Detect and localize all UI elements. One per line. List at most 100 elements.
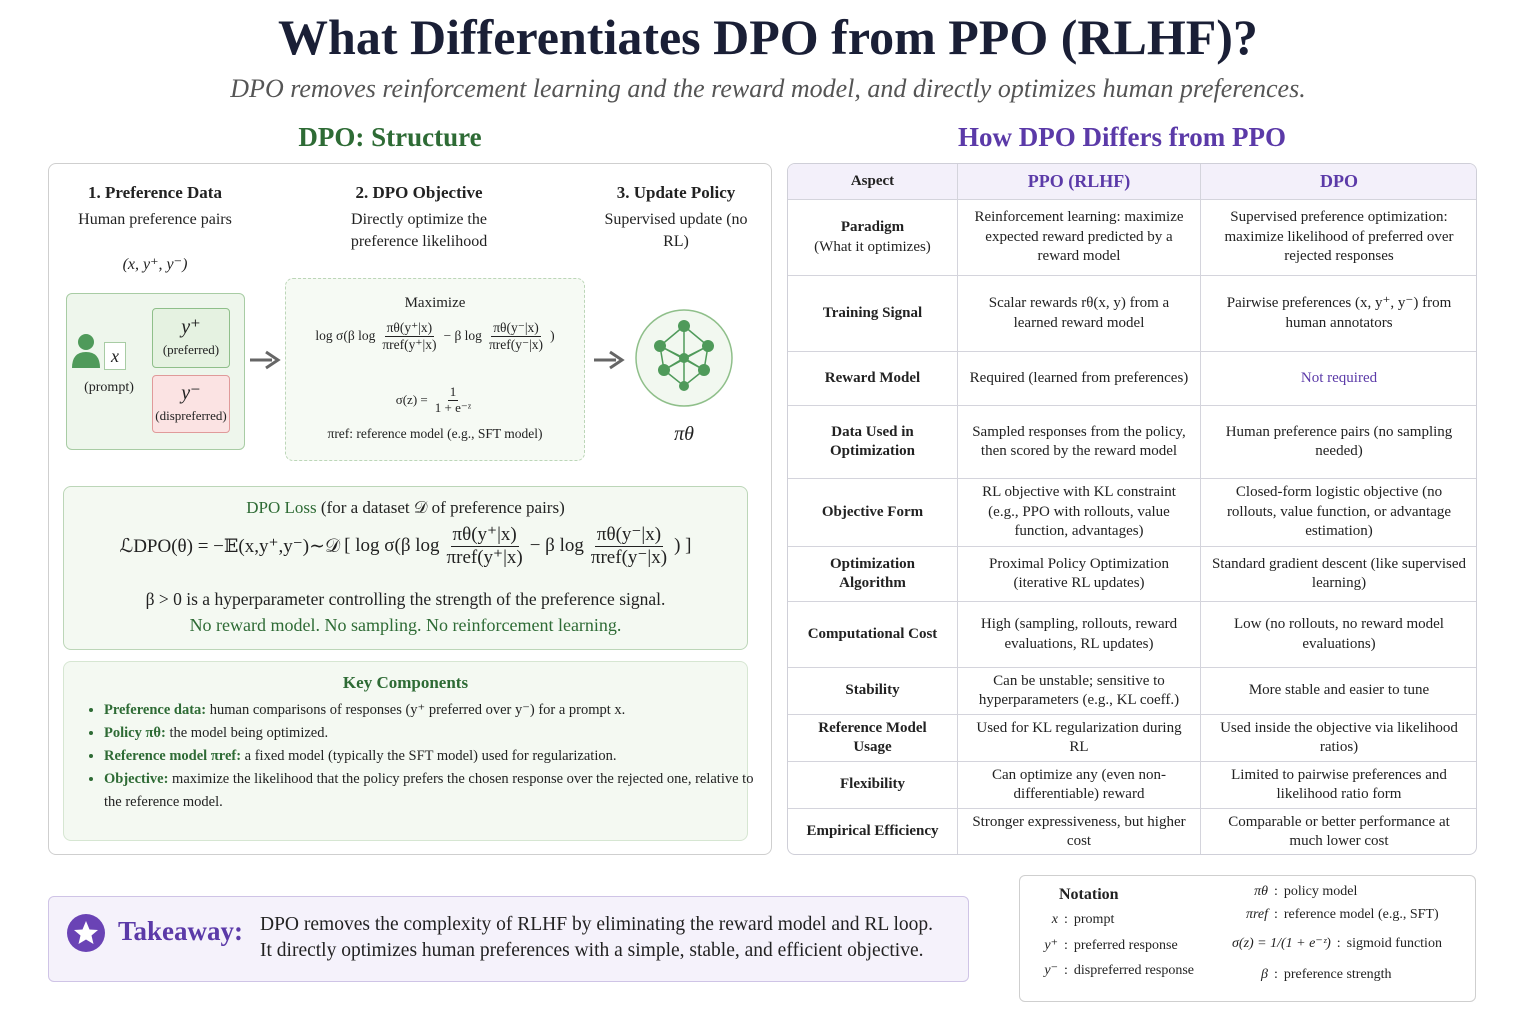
structure-panel: [48, 163, 772, 855]
table-cell: Closed-form logistic objective (no rollo…: [1201, 479, 1476, 547]
notation-meaning: dispreferred response: [1073, 963, 1195, 978]
denominator: πref(y⁻|x): [590, 546, 668, 568]
prompt-symbol: x: [104, 342, 126, 370]
formula-part: [ log σ(β log: [344, 535, 440, 557]
loss-note: β > 0 is a hyperparameter controlling th…: [145, 589, 666, 609]
fraction: πθ(y⁻|x) πref(y⁻|x): [487, 320, 545, 352]
step-text: Directly optimize the preference likelih…: [350, 211, 488, 250]
table-cell: RL objective with KL constraint (e.g., P…: [958, 479, 1201, 547]
table-header: PPO (RLHF): [958, 164, 1201, 200]
objective-formula: log σ(β log πθ(y⁺|x) πref(y⁺|x) − β log πθ(y…: [285, 320, 585, 352]
key-component: Objective: maximize the likelihood that …: [104, 768, 754, 814]
takeaway-label: Takeaway:: [118, 916, 244, 946]
aspect-cell: Optimization Algorithm: [788, 547, 958, 602]
notation-item: y⁺: preferred response: [1030, 937, 1177, 954]
table-cell: Not required: [1201, 352, 1476, 406]
loss-title: DPO Loss: [246, 498, 317, 517]
aspect-label: Training Signal: [822, 304, 923, 321]
takeaway-box: [48, 896, 969, 982]
table-cell: Comparable or better performance at much…: [1201, 809, 1476, 854]
numerator: πθ(y⁻|x): [594, 524, 664, 547]
notation-separator: :: [1274, 907, 1278, 922]
table-cell: Limited to pairwise preferences and like…: [1201, 762, 1476, 809]
formula-part: log σ(β log: [315, 328, 376, 344]
aspect-cell: Empirical Efficiency: [788, 809, 958, 854]
table-header: Aspect: [788, 164, 958, 200]
aspect-label: Stability: [845, 682, 900, 699]
notation-separator: :: [1064, 912, 1068, 927]
fraction: πθ(y⁻|x) πref(y⁻|x): [589, 524, 669, 569]
aspect-label: Flexibility: [840, 776, 905, 793]
section-title: How DPO Differs from PPO: [958, 122, 1286, 152]
numerator: πθ(y⁺|x): [384, 320, 435, 337]
table-cell: Stronger expressiveness, but higher cost: [958, 809, 1201, 854]
numerator: πθ(y⁻|x): [491, 320, 541, 337]
table-cell: Supervised preference optimization: maxi…: [1201, 200, 1476, 276]
notation-separator: :: [1336, 936, 1341, 951]
subtitle: DPO removes reinforcement learning and t…: [230, 74, 1306, 103]
term: Policy πθ:: [104, 725, 166, 741]
term: Preference data:: [104, 702, 207, 718]
key-component: Policy πθ: the model being optimized.: [104, 722, 754, 745]
aspect-label: Reward Model: [824, 369, 921, 386]
formula-part: ) ]: [674, 535, 692, 557]
loss-heading: DPO Loss (for a dataset 𝒟 of preference …: [63, 498, 748, 518]
loss-box: [63, 486, 748, 650]
preferred-label: (preferred): [162, 342, 220, 357]
term: Objective:: [104, 771, 169, 787]
formula-part: − β log: [529, 535, 584, 557]
description: a fixed model (typically the SFT model) …: [244, 748, 617, 764]
key-component: Reference model πref: a fixed model (typ…: [104, 745, 754, 768]
numerator: πθ(y⁺|x): [450, 524, 519, 547]
table-cell: Can be unstable; sensitive to hyperparam…: [958, 668, 1201, 715]
prompt-label: (prompt): [84, 380, 134, 395]
aspect-cell: Data Used in Optimization: [788, 406, 958, 479]
step-math: (x, y⁺, y⁻): [122, 256, 188, 273]
dispreferred-label: (dispreferred): [155, 408, 227, 423]
title: What Differentiates DPO from PPO (RLHF)?: [278, 9, 1258, 65]
notation-symbol: πθ: [1254, 884, 1268, 899]
term: Reference model πref:: [104, 748, 242, 764]
description: human comparisons of responses (y⁺ prefe…: [209, 702, 626, 718]
notation-symbol: y⁺: [1044, 938, 1058, 953]
notation-separator: :: [1064, 963, 1068, 978]
table-cell: Required (learned from preferences): [958, 352, 1201, 406]
aspect-label: Data Used in Optimization: [830, 423, 915, 460]
table-cell: Reinforcement learning: maximize expecte…: [958, 200, 1201, 276]
formula-part: ): [550, 328, 555, 344]
step-heading: 2. DPO Objective: [355, 183, 483, 202]
step-heading: 3. Update Policy: [616, 183, 736, 202]
policy-network-icon: [635, 309, 733, 407]
key-components-title: Key Components: [342, 673, 469, 692]
notation-symbol: y⁻: [1044, 963, 1058, 978]
notation-meaning: preference strength: [1283, 967, 1392, 982]
numerator: 1: [447, 384, 459, 401]
preferred-box: [152, 308, 230, 368]
step-heading: 1. Preference Data: [88, 183, 222, 202]
key-component: Preference data: human comparisons of re…: [104, 699, 754, 722]
table-cell: Scalar rewards rθ(x, y) from a learned r…: [958, 276, 1201, 352]
notation-item: x: prompt: [1030, 912, 1115, 928]
notation-meaning: reference model (e.g., SFT): [1283, 907, 1439, 922]
notation-item: β: preference strength: [1232, 967, 1392, 983]
aspect-cell: Paradigm (What it optimizes): [788, 200, 958, 276]
notation-symbol: πref: [1245, 907, 1268, 922]
notation-item: πθ: policy model: [1232, 884, 1357, 900]
notation-separator: :: [1274, 967, 1278, 982]
fraction: πθ(y⁺|x) πref(y⁺|x): [380, 320, 438, 352]
aspect-label: Optimization Algorithm: [830, 555, 915, 592]
arrow: [594, 350, 625, 370]
aspect-cell: Computational Cost: [788, 602, 958, 668]
notation-item: πref: reference model (e.g., SFT): [1232, 907, 1439, 923]
denominator: πref(y⁺|x): [446, 546, 523, 568]
table-cell: High (sampling, rollouts, reward evaluat…: [958, 602, 1201, 668]
dispreferred-box: [152, 375, 230, 433]
takeaway-line: It directly optimizes human preferences …: [260, 940, 924, 961]
notation-meaning: sigmoid function: [1346, 936, 1442, 951]
denominator: 1 + e⁻ᶻ: [434, 399, 472, 415]
fraction: πθ(y⁺|x) πref(y⁺|x): [445, 524, 525, 569]
table-cell: Low (no rollouts, no reward model evalua…: [1201, 602, 1476, 668]
notation-symbol: σ(z) = 1/(1 + e⁻ᶻ): [1232, 936, 1331, 951]
